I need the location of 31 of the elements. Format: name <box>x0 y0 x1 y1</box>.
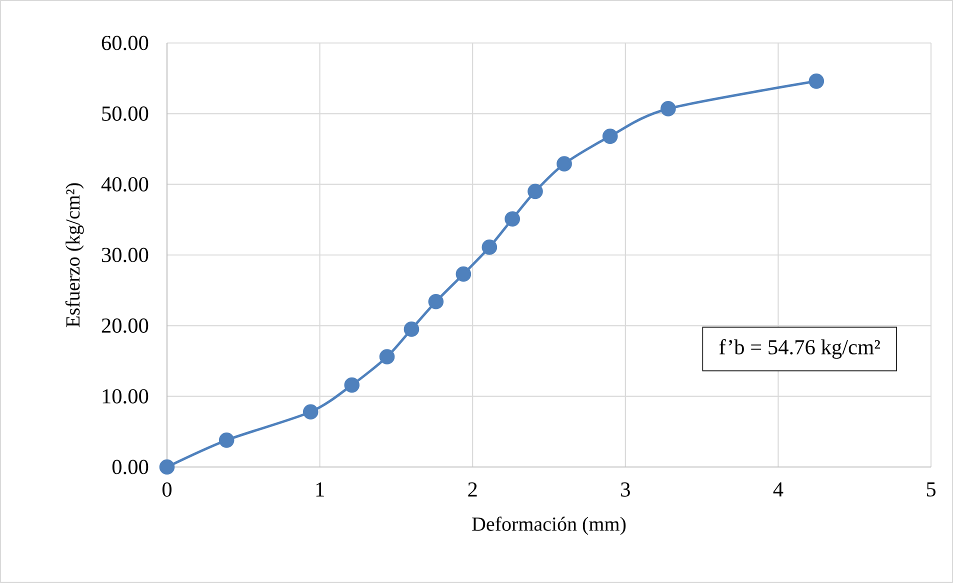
x-tick-label: 1 <box>316 482 324 496</box>
point <box>660 101 676 116</box>
point <box>428 294 444 310</box>
y-axis-title: Esfuerzo (kg/cm²) <box>65 183 84 328</box>
point <box>482 240 498 255</box>
y-tick-label: 10.00 <box>102 389 148 404</box>
point <box>302 404 318 420</box>
x-axis-title: Deformación (mm) <box>472 516 626 535</box>
y-tick-label: 0.00 <box>112 460 148 474</box>
x-tick-label: 4 <box>773 482 784 496</box>
y-tick-label: 30.00 <box>102 248 148 262</box>
y-tick-label: 60.00 <box>102 36 148 50</box>
x-tick-label: 3 <box>621 482 630 497</box>
point <box>379 349 395 364</box>
point <box>456 266 472 282</box>
point <box>159 459 175 475</box>
point <box>344 377 360 393</box>
annotation: f’b = 54.76 kg/cm² <box>719 339 880 359</box>
point <box>808 73 824 89</box>
point <box>528 184 543 200</box>
point <box>404 322 420 337</box>
point <box>218 432 234 448</box>
y-tick-label: 40.00 <box>101 177 148 192</box>
x-tick-label: 2 <box>468 482 477 497</box>
point <box>602 128 618 144</box>
point <box>504 211 520 227</box>
x-tick-label: 5 <box>926 482 936 497</box>
y-tick-label: 20.00 <box>102 318 148 333</box>
y-tick-label: 50.00 <box>102 106 148 121</box>
point <box>556 156 572 172</box>
x-tick-label: 0 <box>162 482 172 497</box>
